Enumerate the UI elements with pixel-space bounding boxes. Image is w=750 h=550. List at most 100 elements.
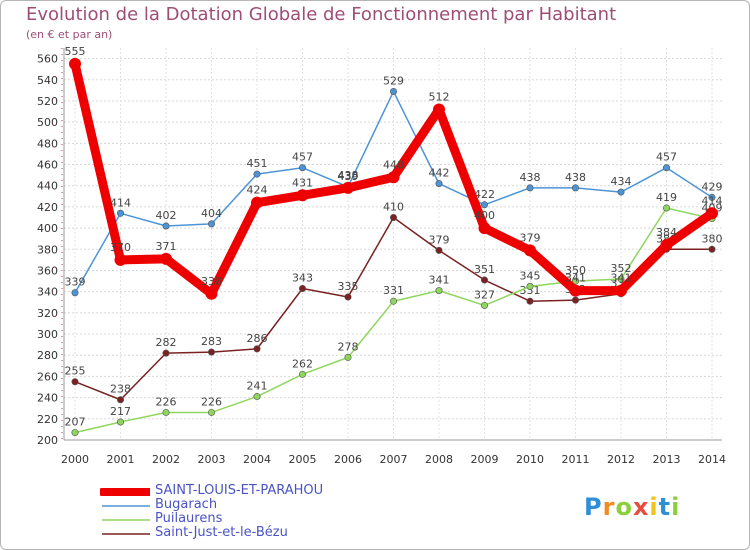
data-point-saint-louis-et-parahou — [615, 284, 627, 297]
logo-letter: i — [649, 493, 659, 521]
y-tick-label: 480 — [37, 137, 58, 150]
data-label-puilaurens: 350 — [565, 264, 586, 277]
data-label-puilaurens: 217 — [110, 405, 131, 418]
data-point-puilaurens — [435, 287, 443, 295]
data-point-bugarach — [117, 209, 125, 217]
y-tick-label: 420 — [37, 201, 58, 214]
data-point-bugarach — [208, 220, 216, 228]
data-point-puilaurens — [162, 408, 170, 416]
x-tick-label: 2014 — [698, 453, 726, 466]
data-label-saint-louis-et-parahou: 414 — [702, 194, 723, 207]
data-point-bugarach — [253, 170, 261, 178]
legend-swatch-puilaurens — [102, 519, 150, 521]
data-label-puilaurens: 226 — [201, 395, 222, 408]
data-label-bugarach: 457 — [656, 151, 677, 164]
data-label-puilaurens: 331 — [383, 284, 404, 297]
data-point-bugarach — [480, 201, 488, 209]
data-label-bugarach: 529 — [383, 74, 404, 87]
data-point-saint-just-et-le-b-zu — [208, 348, 216, 356]
legend-label-saint-louis: SAINT-LOUIS-ET-PARAHOU — [155, 483, 324, 498]
data-point-saint-louis-et-parahou — [205, 287, 218, 300]
data-point-bugarach — [162, 222, 170, 230]
y-tick-label: 560 — [37, 53, 58, 66]
data-point-saint-just-et-le-b-zu — [117, 396, 125, 404]
data-label-saint-louis-et-parahou: 448 — [383, 158, 404, 171]
data-label-bugarach: 438 — [520, 171, 541, 184]
data-point-puilaurens — [571, 277, 579, 285]
data-label-saint-louis-et-parahou: 371 — [156, 240, 177, 253]
data-label-puilaurens: 226 — [156, 395, 177, 408]
legend-label-saint-just: Saint-Just-et-le-Bézu — [155, 525, 288, 540]
data-point-saint-just-et-le-b-zu — [162, 349, 170, 357]
data-point-saint-just-et-le-b-zu — [389, 214, 397, 222]
data-label-bugarach: 442 — [429, 167, 450, 180]
logo-letter: x — [632, 493, 650, 521]
data-label-saint-louis-et-parahou: 384 — [656, 226, 677, 239]
data-point-puilaurens — [617, 275, 625, 283]
logo-letter: t — [658, 493, 672, 521]
data-label-bugarach: 429 — [702, 180, 723, 193]
x-tick-label: 2002 — [152, 453, 180, 466]
data-label-bugarach: 439 — [338, 170, 359, 183]
data-label-bugarach: 457 — [292, 151, 313, 164]
data-label-saint-louis-et-parahou: 424 — [247, 184, 268, 197]
x-tick-label: 2003 — [198, 453, 226, 466]
data-point-saint-louis-et-parahou — [69, 57, 81, 70]
x-tick-label: 2000 — [61, 453, 89, 466]
legend-swatch-saint-louis — [100, 488, 150, 496]
data-label-saint-just-et-le-b-zu: 335 — [338, 280, 359, 293]
data-label-saint-louis-et-parahou: 370 — [110, 241, 131, 254]
data-point-bugarach — [71, 289, 79, 297]
y-tick-label: 200 — [37, 434, 58, 447]
data-label-saint-just-et-le-b-zu: 343 — [292, 271, 313, 284]
legend-label-bugarach: Bugarach — [155, 497, 218, 512]
data-label-saint-louis-et-parahou: 431 — [292, 176, 313, 189]
data-point-puilaurens — [344, 353, 352, 361]
data-label-saint-just-et-le-b-zu: 238 — [110, 383, 131, 396]
x-tick-label: 2007 — [380, 453, 408, 466]
data-point-saint-louis-et-parahou — [160, 252, 172, 265]
data-label-saint-just-et-le-b-zu: 282 — [156, 336, 177, 349]
data-point-puilaurens — [117, 418, 125, 426]
logo-letter: o — [615, 493, 633, 521]
data-label-saint-just-et-le-b-zu: 255 — [65, 365, 86, 378]
data-label-bugarach: 422 — [474, 188, 495, 201]
data-label-puilaurens: 352 — [611, 262, 632, 275]
data-label-saint-louis-et-parahou: 512 — [429, 90, 450, 103]
data-label-puilaurens: 241 — [247, 380, 268, 393]
y-tick-label: 500 — [37, 116, 58, 129]
y-tick-label: 520 — [37, 95, 58, 108]
data-label-saint-just-et-le-b-zu: 380 — [702, 232, 723, 245]
x-tick-label: 2013 — [653, 453, 681, 466]
chart-title: Evolution de la Dotation Globale de Fonc… — [26, 4, 617, 25]
data-point-puilaurens — [208, 408, 216, 416]
data-point-bugarach — [526, 184, 534, 192]
data-label-saint-louis-et-parahou: 400 — [474, 209, 495, 222]
y-tick-label: 260 — [37, 370, 58, 383]
data-point-saint-louis-et-parahou — [387, 171, 400, 184]
y-tick-label: 320 — [37, 307, 58, 320]
y-tick-label: 300 — [37, 328, 58, 341]
y-tick-label: 340 — [37, 286, 58, 299]
data-label-bugarach: 404 — [201, 207, 222, 220]
data-point-saint-louis-et-parahou — [660, 239, 673, 252]
x-tick-label: 2006 — [334, 453, 362, 466]
data-label-saint-louis-et-parahou: 341 — [565, 272, 586, 285]
data-label-puilaurens: 278 — [338, 340, 359, 353]
data-point-saint-louis-et-parahou — [569, 284, 582, 297]
data-point-bugarach — [435, 180, 443, 188]
y-tick-label: 360 — [37, 264, 58, 277]
data-point-puilaurens — [526, 282, 534, 290]
data-point-saint-louis-et-parahou — [524, 244, 536, 257]
data-label-saint-just-et-le-b-zu: 286 — [247, 332, 268, 345]
y-tick-label: 440 — [37, 180, 58, 193]
data-label-saint-louis-et-parahou: 555 — [65, 45, 86, 58]
data-point-saint-just-et-le-b-zu — [71, 378, 79, 386]
data-point-puilaurens — [253, 393, 261, 401]
y-tick-label: 400 — [37, 222, 58, 235]
data-point-saint-just-et-le-b-zu — [708, 245, 716, 253]
legend-swatch-bugarach — [102, 505, 150, 507]
y-tick-label: 460 — [37, 159, 58, 172]
